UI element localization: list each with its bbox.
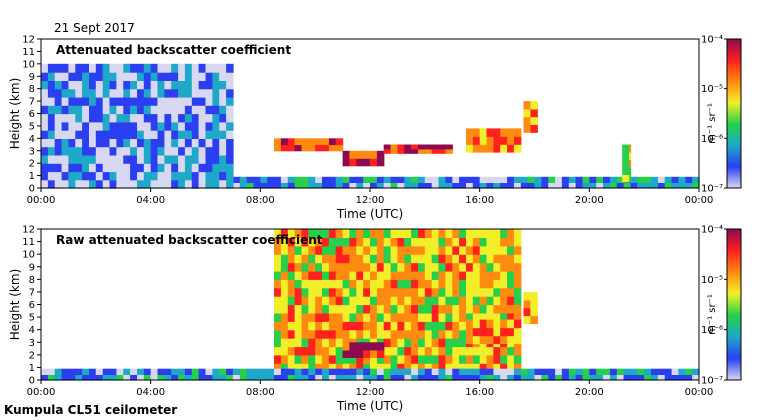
- feature-cloud-layer: [523, 101, 538, 133]
- feature-cloud-layer: [383, 144, 453, 154]
- feature-noise-field: [274, 229, 522, 381]
- y-tick-label: 3: [29, 146, 35, 157]
- colorbar-tick-label: 10⁻⁷: [701, 376, 723, 387]
- x-tick-label: 00:00: [27, 195, 56, 206]
- y-tick-label: 5: [29, 121, 35, 132]
- panel-title: Raw attenuated backscatter coefficient: [56, 233, 323, 247]
- x-tick-label: 16:00: [465, 387, 494, 398]
- x-tick-label: 08:00: [246, 195, 275, 206]
- x-tick-label: 00:00: [685, 195, 714, 206]
- y-axis-label: Height (km): [8, 78, 22, 149]
- y-tick-label: 6: [29, 300, 35, 311]
- colorbar-tick-label: 10⁻⁵: [701, 84, 723, 95]
- x-tick-label: 12:00: [356, 195, 385, 206]
- feature-cloud-layer: [342, 150, 385, 167]
- colorbar: 10⁻⁴ 10⁻⁵ 10⁻⁶ 10⁻⁷ m⁻¹ sr⁻¹: [701, 225, 742, 387]
- y-tick-label: 4: [29, 325, 35, 336]
- colorbar-label: m⁻¹ sr⁻¹: [707, 103, 718, 144]
- y-tick-label: 10: [22, 59, 35, 70]
- y-tick-label: 0: [29, 376, 35, 387]
- y-tick-label: 12: [22, 225, 35, 236]
- y-tick-label: 11: [22, 47, 35, 58]
- x-tick-label: 12:00: [356, 387, 385, 398]
- y-tick-label: 0: [29, 184, 35, 195]
- date-label: 21 Sept 2017: [54, 21, 135, 35]
- colorbar-tick-label: 10⁻⁶: [701, 325, 723, 336]
- y-tick-label: 12: [22, 35, 35, 46]
- x-tick-label: 20:00: [575, 195, 604, 206]
- y-tick-label: 9: [29, 262, 35, 273]
- x-tick-label: 00:00: [27, 387, 56, 398]
- y-tick-label: 6: [29, 109, 35, 120]
- y-tick-label: 7: [29, 287, 35, 298]
- x-tick-label: 20:00: [575, 387, 604, 398]
- y-tick-label: 1: [29, 171, 35, 182]
- y-tick-label: 5: [29, 313, 35, 324]
- x-tick-label: 00:00: [685, 387, 714, 398]
- y-tick-label: 7: [29, 97, 35, 108]
- y-tick-label: 8: [29, 275, 35, 286]
- y-tick-label: 9: [29, 72, 35, 83]
- colorbar-tick-label: 10⁻⁴: [701, 35, 723, 46]
- feature-cloud-layer: [466, 319, 522, 345]
- x-axis-label: Time (UTC): [336, 207, 403, 221]
- y-tick-label: 2: [29, 350, 35, 361]
- y-tick-label: 2: [29, 159, 35, 170]
- y-tick-label: 10: [22, 250, 35, 261]
- feature-cloud-layer: [523, 291, 538, 324]
- colorbar-gradient: [726, 228, 742, 381]
- colorbar-tick-label: 10⁻⁶: [701, 134, 723, 145]
- y-tick-label: 11: [22, 237, 35, 248]
- colorbar-label: m⁻¹ sr⁻¹: [707, 294, 718, 335]
- x-tick-label: 04:00: [136, 195, 165, 206]
- colorbar-tick-label: 10⁻⁵: [701, 275, 723, 286]
- feature-cloud-layer: [274, 138, 344, 152]
- colorbar-tick-label: 10⁻⁷: [701, 184, 723, 195]
- feature-high-signal-region: [41, 63, 234, 189]
- y-tick-label: 3: [29, 338, 35, 349]
- x-tick-label: 08:00: [246, 387, 275, 398]
- y-tick-label: 4: [29, 134, 35, 145]
- colorbar: 10⁻⁴ 10⁻⁵ 10⁻⁶ 10⁻⁷ m⁻¹ sr⁻¹: [701, 35, 742, 195]
- x-tick-label: 16:00: [465, 195, 494, 206]
- x-axis-label: Time (UTC): [336, 399, 403, 413]
- y-axis-label: Height (km): [8, 269, 22, 340]
- colorbar-tick-label: 10⁻⁴: [701, 225, 723, 236]
- instrument-label: Kumpula CL51 ceilometer: [4, 403, 178, 417]
- panel-title: Attenuated backscatter coefficient: [56, 43, 291, 57]
- y-tick-label: 8: [29, 84, 35, 95]
- feature-cloud-layer: [622, 144, 632, 183]
- feature-cloud-layer: [466, 128, 522, 153]
- y-tick-label: 1: [29, 363, 35, 374]
- x-tick-label: 04:00: [136, 387, 165, 398]
- colorbar-gradient: [726, 38, 742, 189]
- feature-boundary-layer: [41, 368, 700, 381]
- feature-cloud-layer: [342, 342, 385, 358]
